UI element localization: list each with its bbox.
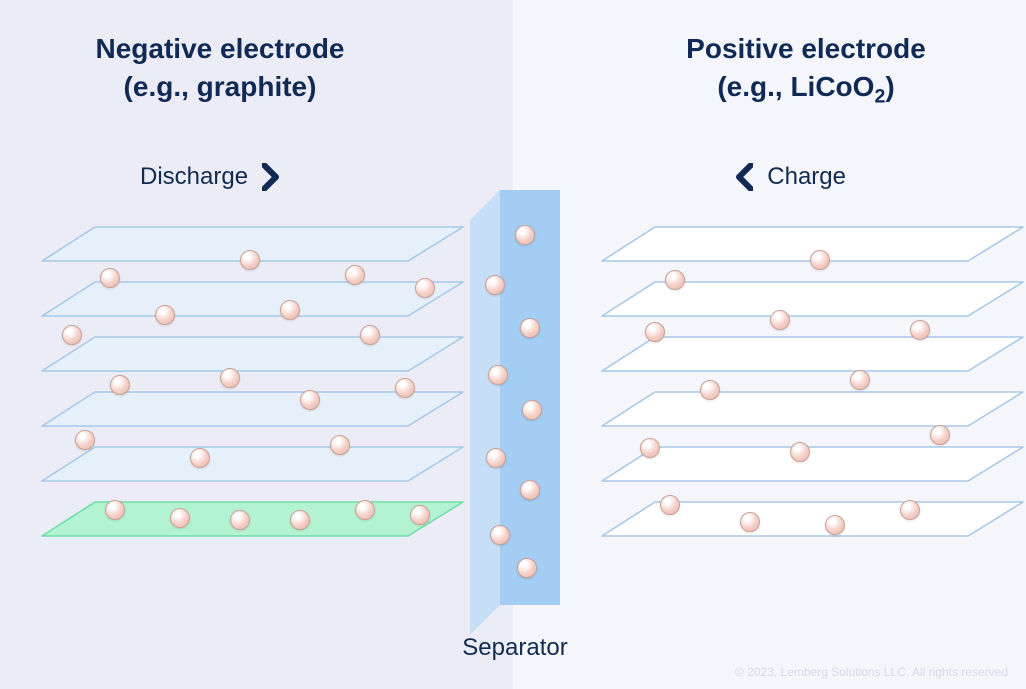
negative-electrode-title: Negative electrode (e.g., graphite) (30, 30, 410, 106)
separator-label: Separator (415, 634, 615, 662)
lithium-ion (485, 275, 505, 295)
lithium-ion (900, 500, 920, 520)
electrode-layer (40, 335, 465, 378)
lithium-ion (850, 370, 870, 390)
lithium-ion (490, 525, 510, 545)
lithium-ion (300, 390, 320, 410)
lithium-ion (62, 325, 82, 345)
title-line2: (e.g., graphite) (124, 71, 317, 102)
lithium-ion (415, 278, 435, 298)
electrode-layer (600, 335, 1025, 378)
lithium-ion (825, 515, 845, 535)
footer-text: © 2023, Lemberg Solutions LLC. All right… (735, 665, 1008, 679)
lithium-ion (517, 558, 537, 578)
lithium-ion (665, 270, 685, 290)
lithium-ion (345, 265, 365, 285)
electrode-layer (600, 280, 1025, 323)
lithium-ion (190, 448, 210, 468)
lithium-ion (488, 365, 508, 385)
lithium-ion (355, 500, 375, 520)
electrode-layer (40, 500, 465, 543)
charge-label: Charge (735, 163, 846, 191)
electrode-layer (600, 445, 1025, 488)
lithium-ion (660, 495, 680, 515)
lithium-ion (740, 512, 760, 532)
lithium-ion (110, 375, 130, 395)
lithium-ion (645, 322, 665, 342)
lithium-ion (290, 510, 310, 530)
discharge-label: Discharge (140, 163, 280, 191)
chevron-left-icon (735, 163, 753, 191)
copyright-footer: © 2023, Lemberg Solutions LLC. All right… (735, 665, 1008, 679)
lithium-ion (100, 268, 120, 288)
lithium-ion (230, 510, 250, 530)
lithium-ion (520, 480, 540, 500)
lithium-ion (155, 305, 175, 325)
electrode-layer (40, 445, 465, 488)
lithium-ion (700, 380, 720, 400)
positive-electrode-title: Positive electrode (e.g., LiCoO2) (616, 30, 996, 110)
lithium-ion (395, 378, 415, 398)
lithium-ion (515, 225, 535, 245)
discharge-text: Discharge (140, 163, 248, 191)
electrode-layer (600, 390, 1025, 433)
lithium-ion (170, 508, 190, 528)
title-line1: Positive electrode (686, 33, 926, 64)
lithium-ion (105, 500, 125, 520)
lithium-ion (522, 400, 542, 420)
lithium-ion (240, 250, 260, 270)
lithium-ion (770, 310, 790, 330)
lithium-ion (910, 320, 930, 340)
title-line2: (e.g., LiCoO2) (717, 71, 894, 102)
lithium-ion (410, 505, 430, 525)
lithium-ion (640, 438, 660, 458)
title-line1: Negative electrode (96, 33, 345, 64)
charge-text: Charge (767, 163, 846, 191)
lithium-ion (520, 318, 540, 338)
lithium-ion (810, 250, 830, 270)
lithium-ion (790, 442, 810, 462)
separator-text: Separator (462, 634, 567, 661)
lithium-ion (220, 368, 240, 388)
lithium-ion (280, 300, 300, 320)
lithium-ion (486, 448, 506, 468)
chevron-right-icon (262, 163, 280, 191)
lithium-ion (360, 325, 380, 345)
lithium-ion (75, 430, 95, 450)
lithium-ion (330, 435, 350, 455)
lithium-ion (930, 425, 950, 445)
